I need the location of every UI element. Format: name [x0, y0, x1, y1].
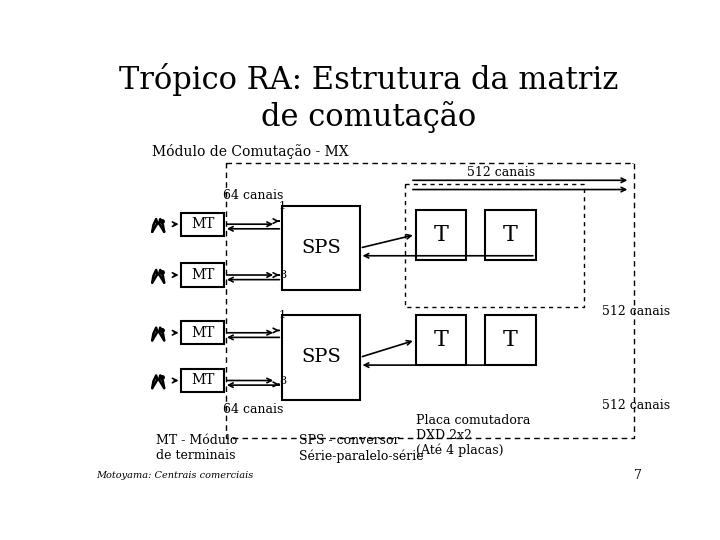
Text: Placa comutadora
DXD 2x2
(Até 4 placas): Placa comutadora DXD 2x2 (Até 4 placas) [415, 414, 530, 457]
Text: MT - Módulo
de terminais: MT - Módulo de terminais [156, 434, 238, 462]
Bar [415, 315, 466, 365]
Text: SPS: SPS [301, 239, 341, 257]
Text: MT: MT [191, 268, 215, 282]
Text: 1: 1 [279, 309, 287, 320]
Text: Trópico RA: Estrutura da matriz
de comutação: Trópico RA: Estrutura da matriz de comut… [120, 63, 618, 133]
Bar [485, 210, 536, 260]
Bar [282, 315, 360, 400]
Text: T: T [503, 329, 518, 351]
Text: SPS: SPS [301, 348, 341, 367]
Text: T: T [433, 329, 448, 351]
Text: T: T [433, 224, 448, 246]
Text: 64 canais: 64 canais [222, 189, 283, 202]
Text: Motoyama: Centrais comerciais: Motoyama: Centrais comerciais [96, 471, 253, 481]
Text: 512 canais: 512 canais [467, 166, 535, 179]
Text: SPS - conversor
Série-paralelo-série: SPS - conversor Série-paralelo-série [300, 434, 424, 463]
Bar [405, 184, 584, 307]
Bar [181, 321, 224, 345]
Text: MT: MT [191, 374, 215, 388]
Bar [225, 163, 634, 438]
Text: 8: 8 [279, 375, 287, 386]
Bar [485, 315, 536, 365]
Text: 64 canais: 64 canais [222, 403, 283, 416]
Text: MT: MT [191, 217, 215, 231]
Text: Módulo de Comutação - MX: Módulo de Comutação - MX [152, 144, 348, 159]
Bar [415, 210, 466, 260]
Text: 7: 7 [634, 469, 642, 482]
Text: MT: MT [191, 326, 215, 340]
Bar [181, 264, 224, 287]
Text: 1: 1 [279, 201, 287, 211]
Bar [282, 206, 360, 291]
Bar [181, 213, 224, 236]
Text: 512 canais: 512 canais [601, 305, 670, 318]
Text: 8: 8 [279, 270, 287, 280]
Text: 512 canais: 512 canais [601, 400, 670, 413]
Text: T: T [503, 224, 518, 246]
Bar [181, 369, 224, 392]
